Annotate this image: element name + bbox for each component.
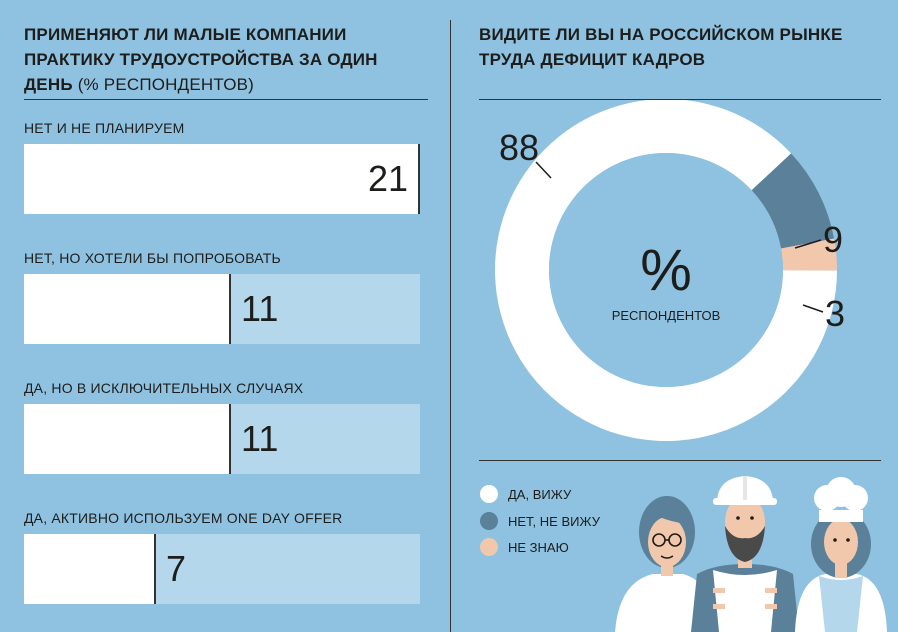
- panel-divider: [450, 20, 451, 632]
- woman-figure-icon: [615, 496, 717, 632]
- donut-center-label: РЕСПОНДЕНТОВ: [612, 308, 721, 323]
- left-chart-title-text: ПРИМЕНЯЮТ ЛИ МАЛЫЕ КОМПАНИИ ПРАКТИКУ ТРУ…: [24, 25, 378, 94]
- left-chart-title-unit: (% РЕСПОНДЕНТОВ): [77, 75, 255, 94]
- chef-figure-icon: [795, 477, 887, 632]
- bar-value-label: 7: [166, 548, 187, 589]
- bar-category-label: НЕТ И НЕ ПЛАНИРУЕМ: [24, 120, 185, 136]
- left-title-divider: [24, 99, 428, 100]
- legend-swatch-icon: [480, 485, 498, 503]
- legend-item: НЕТ, НЕ ВИЖУ: [480, 512, 600, 530]
- donut-leader-line: [535, 161, 552, 179]
- donut-value-label: 88: [499, 127, 539, 168]
- builder-figure-icon: [691, 476, 799, 632]
- donut-value-label: 9: [823, 219, 843, 260]
- legend-swatch-icon: [480, 512, 498, 530]
- donut-slice: [495, 100, 837, 441]
- legend-label: ДА, ВИЖУ: [508, 486, 572, 502]
- bar: [24, 144, 420, 214]
- left-chart-title: ПРИМЕНЯЮТ ЛИ МАЛЫЕ КОМПАНИИ ПРАКТИКУ ТРУ…: [24, 22, 424, 97]
- bar: [24, 534, 156, 604]
- donut-slice: [751, 153, 835, 249]
- bar-category-label: ДА, АКТИВНО ИСПОЛЬЗУЕМ ONE DAY OFFER: [24, 510, 343, 526]
- bar-value-label: 21: [367, 158, 408, 199]
- bar-category-label: ДА, НО В ИСКЛЮЧИТЕЛЬНЫХ СЛУЧАЯХ: [24, 380, 304, 396]
- bar-track: 11: [24, 274, 420, 344]
- bar-track: 21: [24, 144, 420, 214]
- donut-chart: 88 9 3 % РЕСПОНДЕНТОВ: [495, 100, 845, 441]
- workers-illustration: [615, 476, 887, 632]
- bar: [24, 274, 231, 344]
- legend-divider: [479, 460, 881, 461]
- donut-value-label: 3: [825, 293, 845, 334]
- legend-item: НЕ ЗНАЮ: [480, 538, 569, 556]
- bar-value-label: 11: [241, 418, 279, 459]
- donut-center-symbol: %: [640, 238, 692, 303]
- donut-leader-line: [794, 239, 822, 249]
- donut-leader-line: [802, 304, 824, 313]
- donut-hole: [549, 153, 783, 387]
- donut-slice: [781, 238, 837, 271]
- bar-track: 11: [24, 404, 420, 474]
- bar-value-label: 11: [241, 288, 279, 329]
- legend-swatch-icon: [480, 538, 498, 556]
- legend-item: ДА, ВИЖУ: [480, 485, 571, 503]
- right-title-divider: [479, 99, 881, 100]
- bar-track: 7: [24, 534, 420, 604]
- legend-label: НЕ ЗНАЮ: [508, 539, 569, 555]
- right-chart-title: ВИДИТЕ ЛИ ВЫ НА РОССИЙСКОМ РЫНКЕ ТРУДА Д…: [479, 25, 843, 69]
- legend-label: НЕТ, НЕ ВИЖУ: [508, 513, 601, 529]
- bar: [24, 404, 231, 474]
- bar-category-label: НЕТ, НО ХОТЕЛИ БЫ ПОПРОБОВАТЬ: [24, 250, 281, 266]
